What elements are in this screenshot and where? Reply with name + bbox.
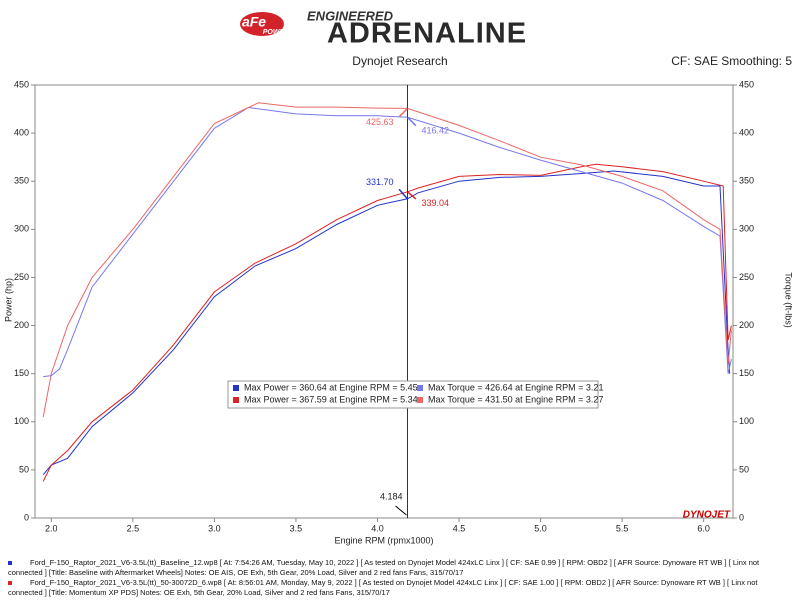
logo: aFe: [242, 14, 266, 30]
annotation-label: 416.42: [421, 126, 449, 136]
x-tick-label: 3.0: [208, 523, 221, 533]
y-tick-label: 200: [14, 320, 29, 330]
legend-label: Max Power = 360.64 at Engine RPM = 5.45: [244, 382, 418, 392]
plot-frame: [34, 84, 734, 519]
legend-marker: [417, 397, 423, 403]
y-tick-label: 250: [14, 272, 29, 282]
y-axis-title: Power (hp): [3, 278, 13, 322]
left-title: Dynojet Research: [352, 54, 447, 68]
y-tick-label: 300: [14, 224, 29, 234]
y2-tick-label: 300: [739, 224, 754, 234]
legend-marker: [417, 385, 423, 391]
series-line: [43, 106, 732, 378]
y2-tick-label: 350: [739, 176, 754, 186]
x-axis-title: Engine RPM (rpmx1000): [334, 535, 433, 545]
x-tick-label: 2.5: [127, 523, 140, 533]
legend-label: Max Power = 367.59 at Engine RPM = 5.34: [244, 394, 418, 404]
annotation-label: 339.04: [421, 198, 449, 208]
y-tick-label: 350: [14, 176, 29, 186]
x-tick-label: 6.0: [697, 523, 710, 533]
footer-text: Ford_F-150_Raptor_2021_V6-3.5L(tt)_Basel…: [8, 558, 760, 577]
x-tick-label: 4.5: [453, 523, 466, 533]
footer-marker: [8, 561, 12, 566]
logo-badge: [240, 12, 284, 36]
annotation-arrow: [398, 188, 409, 200]
tagline: ENGINEERED: [307, 8, 394, 23]
y2-tick-label: 150: [739, 368, 754, 378]
footer-marker: [8, 581, 12, 586]
footer-note: Ford_F-150_Raptor_2021_V6-3.5L(tt)_Basel…: [8, 558, 788, 578]
chart: aFe POWER ENGINEERED ADRENALINE Dynojet …: [3, 8, 794, 545]
y2-tick-label: 50: [739, 464, 749, 474]
x-tick-label: 3.5: [290, 523, 303, 533]
x-tick-label: 2.0: [45, 523, 58, 533]
y-tick-label: 50: [19, 464, 29, 474]
legend-marker: [233, 385, 239, 391]
series-line: [42, 163, 732, 482]
y2-tick-label: 400: [739, 127, 754, 137]
legend-box: [227, 380, 599, 409]
annotation-arrow: [406, 116, 417, 127]
legend-label: Max Torque = 431.50 at Engine RPM = 3.27: [428, 394, 603, 404]
legend-marker: [233, 397, 239, 403]
y2-axis-title: Torque (ft-lbs): [784, 272, 794, 328]
legend-label: Max Torque = 426.64 at Engine RPM = 3.21: [428, 382, 603, 392]
x-tick-label: 5.5: [616, 523, 629, 533]
x-tick-label: 4.0: [371, 523, 384, 533]
y-tick-label: 0: [24, 512, 29, 522]
y2-tick-label: 0: [739, 512, 744, 522]
y2-tick-label: 200: [739, 320, 754, 330]
watermark: DYNOJET: [683, 510, 731, 521]
y2-tick-label: 250: [739, 272, 754, 282]
annotation-arrow: [406, 191, 417, 200]
footer-text: Ford_F-150_Raptor_2021_V6-3.5L(tt)_50-30…: [8, 578, 758, 597]
annotation-arrow: [398, 107, 409, 118]
brand: ADRENALINE: [327, 18, 527, 50]
y2-tick-label: 100: [739, 416, 754, 426]
cursor-label: 4.184: [380, 491, 403, 501]
y-tick-label: 100: [14, 416, 29, 426]
y-tick-label: 150: [14, 368, 29, 378]
series-line: [42, 102, 732, 418]
x-tick-label: 5.0: [534, 523, 547, 533]
y-tick-label: 400: [14, 127, 29, 137]
logo-sub: POWER: [263, 29, 289, 36]
y-tick-label: 450: [14, 79, 29, 89]
footer-note: Ford_F-150_Raptor_2021_V6-3.5L(tt)_50-30…: [8, 578, 788, 598]
annotation-label: 331.70: [366, 177, 394, 187]
y2-tick-label: 450: [739, 79, 754, 89]
annotation-label: 425.63: [366, 117, 394, 127]
cursor-arrow: [395, 505, 407, 516]
right-title: CF: SAE Smoothing: 5: [671, 54, 792, 68]
